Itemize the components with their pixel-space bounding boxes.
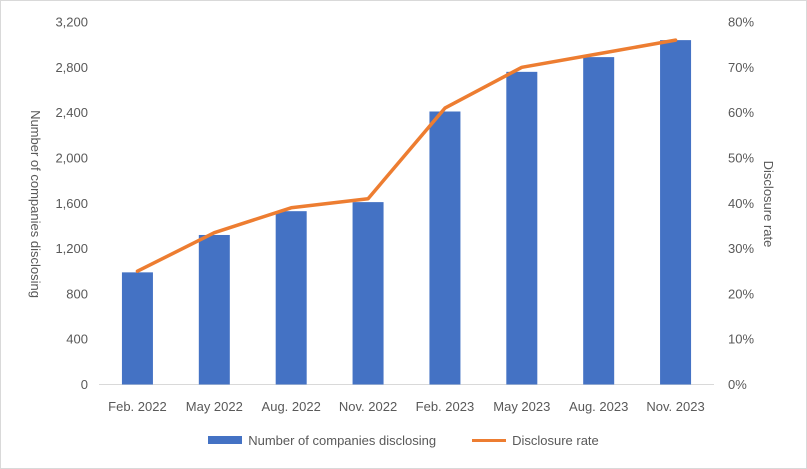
bar [275, 211, 307, 385]
x-tick-label: Nov. 2022 [339, 399, 397, 414]
legend-item-bars: Number of companies disclosing [208, 433, 436, 448]
legend-label-line: Disclosure rate [512, 432, 599, 448]
y-tick-label: 1,600 [55, 196, 88, 211]
x-tick-label: Nov. 2023 [646, 399, 704, 414]
x-tick-label: May 2022 [186, 399, 243, 414]
y2-tick-label: 10% [728, 332, 754, 347]
legend-swatch-line [472, 438, 507, 442]
x-axis-ticks: Feb. 2022 May 2022 Aug. 2022 Nov. 2022 Feb. … [108, 399, 705, 414]
bar [660, 40, 692, 385]
right-axis-ticks: 0% 10% 20% 30% 40% 50% 60% 70% 80% [728, 15, 754, 393]
y-tick-label: 800 [66, 286, 88, 301]
y2-tick-label: 70% [728, 60, 754, 75]
line-series [135, 38, 678, 273]
y2-tick-label: 0% [728, 377, 747, 392]
legend: Number of companies disclosing Disclosur… [0, 428, 807, 452]
y-tick-label: 0 [81, 377, 88, 392]
y-tick-label: 2,800 [55, 60, 88, 75]
y-tick-label: 2,400 [55, 105, 88, 120]
y2-tick-label: 50% [728, 150, 754, 165]
x-tick-label: Aug. 2022 [262, 399, 321, 414]
bar [121, 272, 153, 385]
rate-line [135, 38, 678, 273]
bar [429, 111, 461, 385]
bar [583, 57, 615, 385]
y-tick-label: 3,200 [55, 15, 88, 30]
x-tick-label: May 2023 [493, 399, 550, 414]
y2-tick-label: 40% [728, 196, 754, 211]
bar [198, 234, 230, 385]
left-axis-ticks: 0 400 800 1,200 1,600 2,000 2,400 2,800 3,200 [55, 15, 88, 393]
y-tick-label: 1,200 [55, 241, 88, 256]
bar [352, 202, 384, 385]
y2-tick-label: 60% [728, 105, 754, 120]
y-tick-label: 2,000 [55, 150, 88, 165]
legend-label-bars: Number of companies disclosing [248, 432, 437, 448]
y2-tick-label: 80% [728, 15, 754, 30]
y-tick-label: 400 [66, 332, 88, 347]
x-tick-label: Feb. 2022 [108, 399, 167, 414]
x-tick-label: Aug. 2023 [569, 399, 628, 414]
legend-item-line: Disclosure rate [472, 433, 599, 448]
left-axis-title: Number of companies disclosing [28, 110, 43, 298]
bar-series [121, 40, 692, 385]
bar [506, 71, 538, 385]
right-axis-title: Disclosure rate [761, 161, 776, 248]
y2-tick-label: 20% [728, 286, 754, 301]
legend-swatch-bar [208, 436, 243, 444]
y2-tick-label: 30% [728, 241, 754, 256]
x-tick-label: Feb. 2023 [416, 399, 475, 414]
